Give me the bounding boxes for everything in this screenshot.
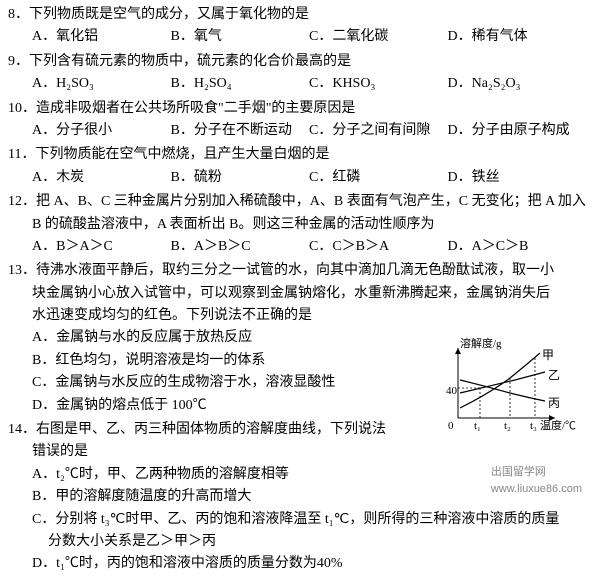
watermark-line1: 出国留学网 (491, 464, 582, 482)
q9-opt-c: C．KHSO₃ (309, 73, 448, 95)
q10-opt-d: D．分子由原子构成 (448, 120, 587, 142)
q10-options: A．分子很小 B．分子在不断运动 C．分子之间有间隙 D．分子由原子构成 (8, 120, 586, 142)
q13-stem: 13．待沸水液面平静后，取约三分之一试管的水，向其中滴加几滴无色酚酞试液，取一小 (8, 260, 586, 282)
q14-opt-c2: 分数大小关系是乙＞甲＞丙 (8, 531, 586, 553)
q11-opt-c: C．红磷 (309, 167, 448, 189)
watermark: 出国留学网 www.liuxue86.com (491, 464, 582, 499)
q9-opt-d: D．Na₂S₂O₃ (448, 73, 587, 95)
chart-series-bing: 丙 (548, 394, 560, 413)
q12-options: A．B＞A＞C B．A＞B＞C C．C＞B＞A D．A＞C＞B (8, 236, 586, 258)
q9-options: A．H₂SO₃ B．H₂SO₄ C．KHSO₃ D．Na₂S₂O₃ (8, 73, 586, 95)
question-10: 10．造成非吸烟者在公共场所吸食"二手烟"的主要原因是 A．分子很小 B．分子在… (8, 98, 586, 143)
q12-opt-c: C．C＞B＞A (309, 236, 448, 258)
q11-opt-d: D．铁丝 (448, 167, 587, 189)
q14-opt-d: D．t₁℃时，丙的饱和溶液中溶质的质量分数为40% (8, 553, 586, 575)
chart-series-yi: 乙 (548, 366, 560, 385)
q9-stem: 9．下列含有硫元素的物质中，硫元素的化合价最高的是 (8, 51, 586, 73)
chart-ylabel: 溶解度/g (460, 336, 502, 354)
q8-opt-c: C．二氧化碳 (309, 26, 448, 48)
question-12: 12．把 A、B、C 三种金属片分别加入稀硫酸中，A、B 表面有气泡产生，C 无… (8, 191, 586, 258)
q8-opt-b: B．氧气 (171, 26, 310, 48)
q12-opt-a: A．B＞A＞C (32, 236, 171, 258)
q11-opt-a: A．木炭 (32, 167, 171, 189)
chart-yval: 40 (446, 383, 457, 401)
q8-opt-d: D．稀有气体 (448, 26, 587, 48)
chart-t3: t₃ (530, 418, 537, 436)
q10-opt-b: B．分子在不断运动 (171, 120, 310, 142)
q12-opt-d: D．A＞C＞B (448, 236, 587, 258)
chart-t1: t₁ (474, 418, 481, 436)
question-9: 9．下列含有硫元素的物质中，硫元素的化合价最高的是 A．H₂SO₃ B．H₂SO… (8, 51, 586, 96)
q9-opt-b: B．H₂SO₄ (171, 73, 310, 95)
chart-xlabel: 温度/℃ (540, 418, 576, 436)
q11-opt-b: B．硫粉 (171, 167, 310, 189)
q14-stem-2: 错误的是 (8, 441, 586, 463)
q8-stem: 8．下列物质既是空气的成分，又属于氧化物的是 (8, 4, 586, 26)
watermark-line2: www.liuxue86.com (491, 481, 582, 499)
question-8: 8．下列物质既是空气的成分，又属于氧化物的是 A．氧化铝 B．氧气 C．二氧化碳… (8, 4, 586, 49)
q12-stem: 12．把 A、B、C 三种金属片分别加入稀硫酸中，A、B 表面有气泡产生，C 无… (8, 191, 586, 213)
chart-series-jia: 甲 (542, 346, 554, 365)
q13-stem-3: 水迅速变成均匀的红色。下列说法不正确的是 (8, 305, 586, 327)
question-11: 11．下列物质能在空气中燃烧，且产生大量白烟的是 A．木炭 B．硫粉 C．红磷 … (8, 144, 586, 189)
q9-opt-a: A．H₂SO₃ (32, 73, 171, 95)
q11-stem: 11．下列物质能在空气中燃烧，且产生大量白烟的是 (8, 144, 586, 166)
chart-origin: 0 (448, 418, 454, 436)
q14-opt-c: C．分别将 t₃℃时甲、乙、丙的饱和溶液降温至 t₁℃，则所得的三种溶液中溶质的… (8, 509, 586, 531)
q11-options: A．木炭 B．硫粉 C．红磷 D．铁丝 (8, 167, 586, 189)
chart-t2: t₂ (504, 418, 511, 436)
q12-opt-b: B．A＞B＞C (171, 236, 310, 258)
q12-stem-2: B 的硫酸盐溶液中，A 表面析出 B。则这三种金属的活动性顺序为 (8, 214, 586, 236)
q10-opt-c: C．分子之间有间隙 (309, 120, 448, 142)
q8-opt-a: A．氧化铝 (32, 26, 171, 48)
q10-opt-a: A．分子很小 (32, 120, 171, 142)
q8-options: A．氧化铝 B．氧气 C．二氧化碳 D．稀有气体 (8, 26, 586, 48)
q10-stem: 10．造成非吸烟者在公共场所吸食"二手烟"的主要原因是 (8, 98, 586, 120)
solubility-chart: 溶解度/g 40 甲 乙 丙 0 t₁ t₂ t₃ 温度/℃ (440, 338, 570, 438)
q13-stem-2: 块金属钠小心放入试管中，可以观察到金属钠熔化，水重新沸腾起来，金属钠消失后 (8, 283, 586, 305)
